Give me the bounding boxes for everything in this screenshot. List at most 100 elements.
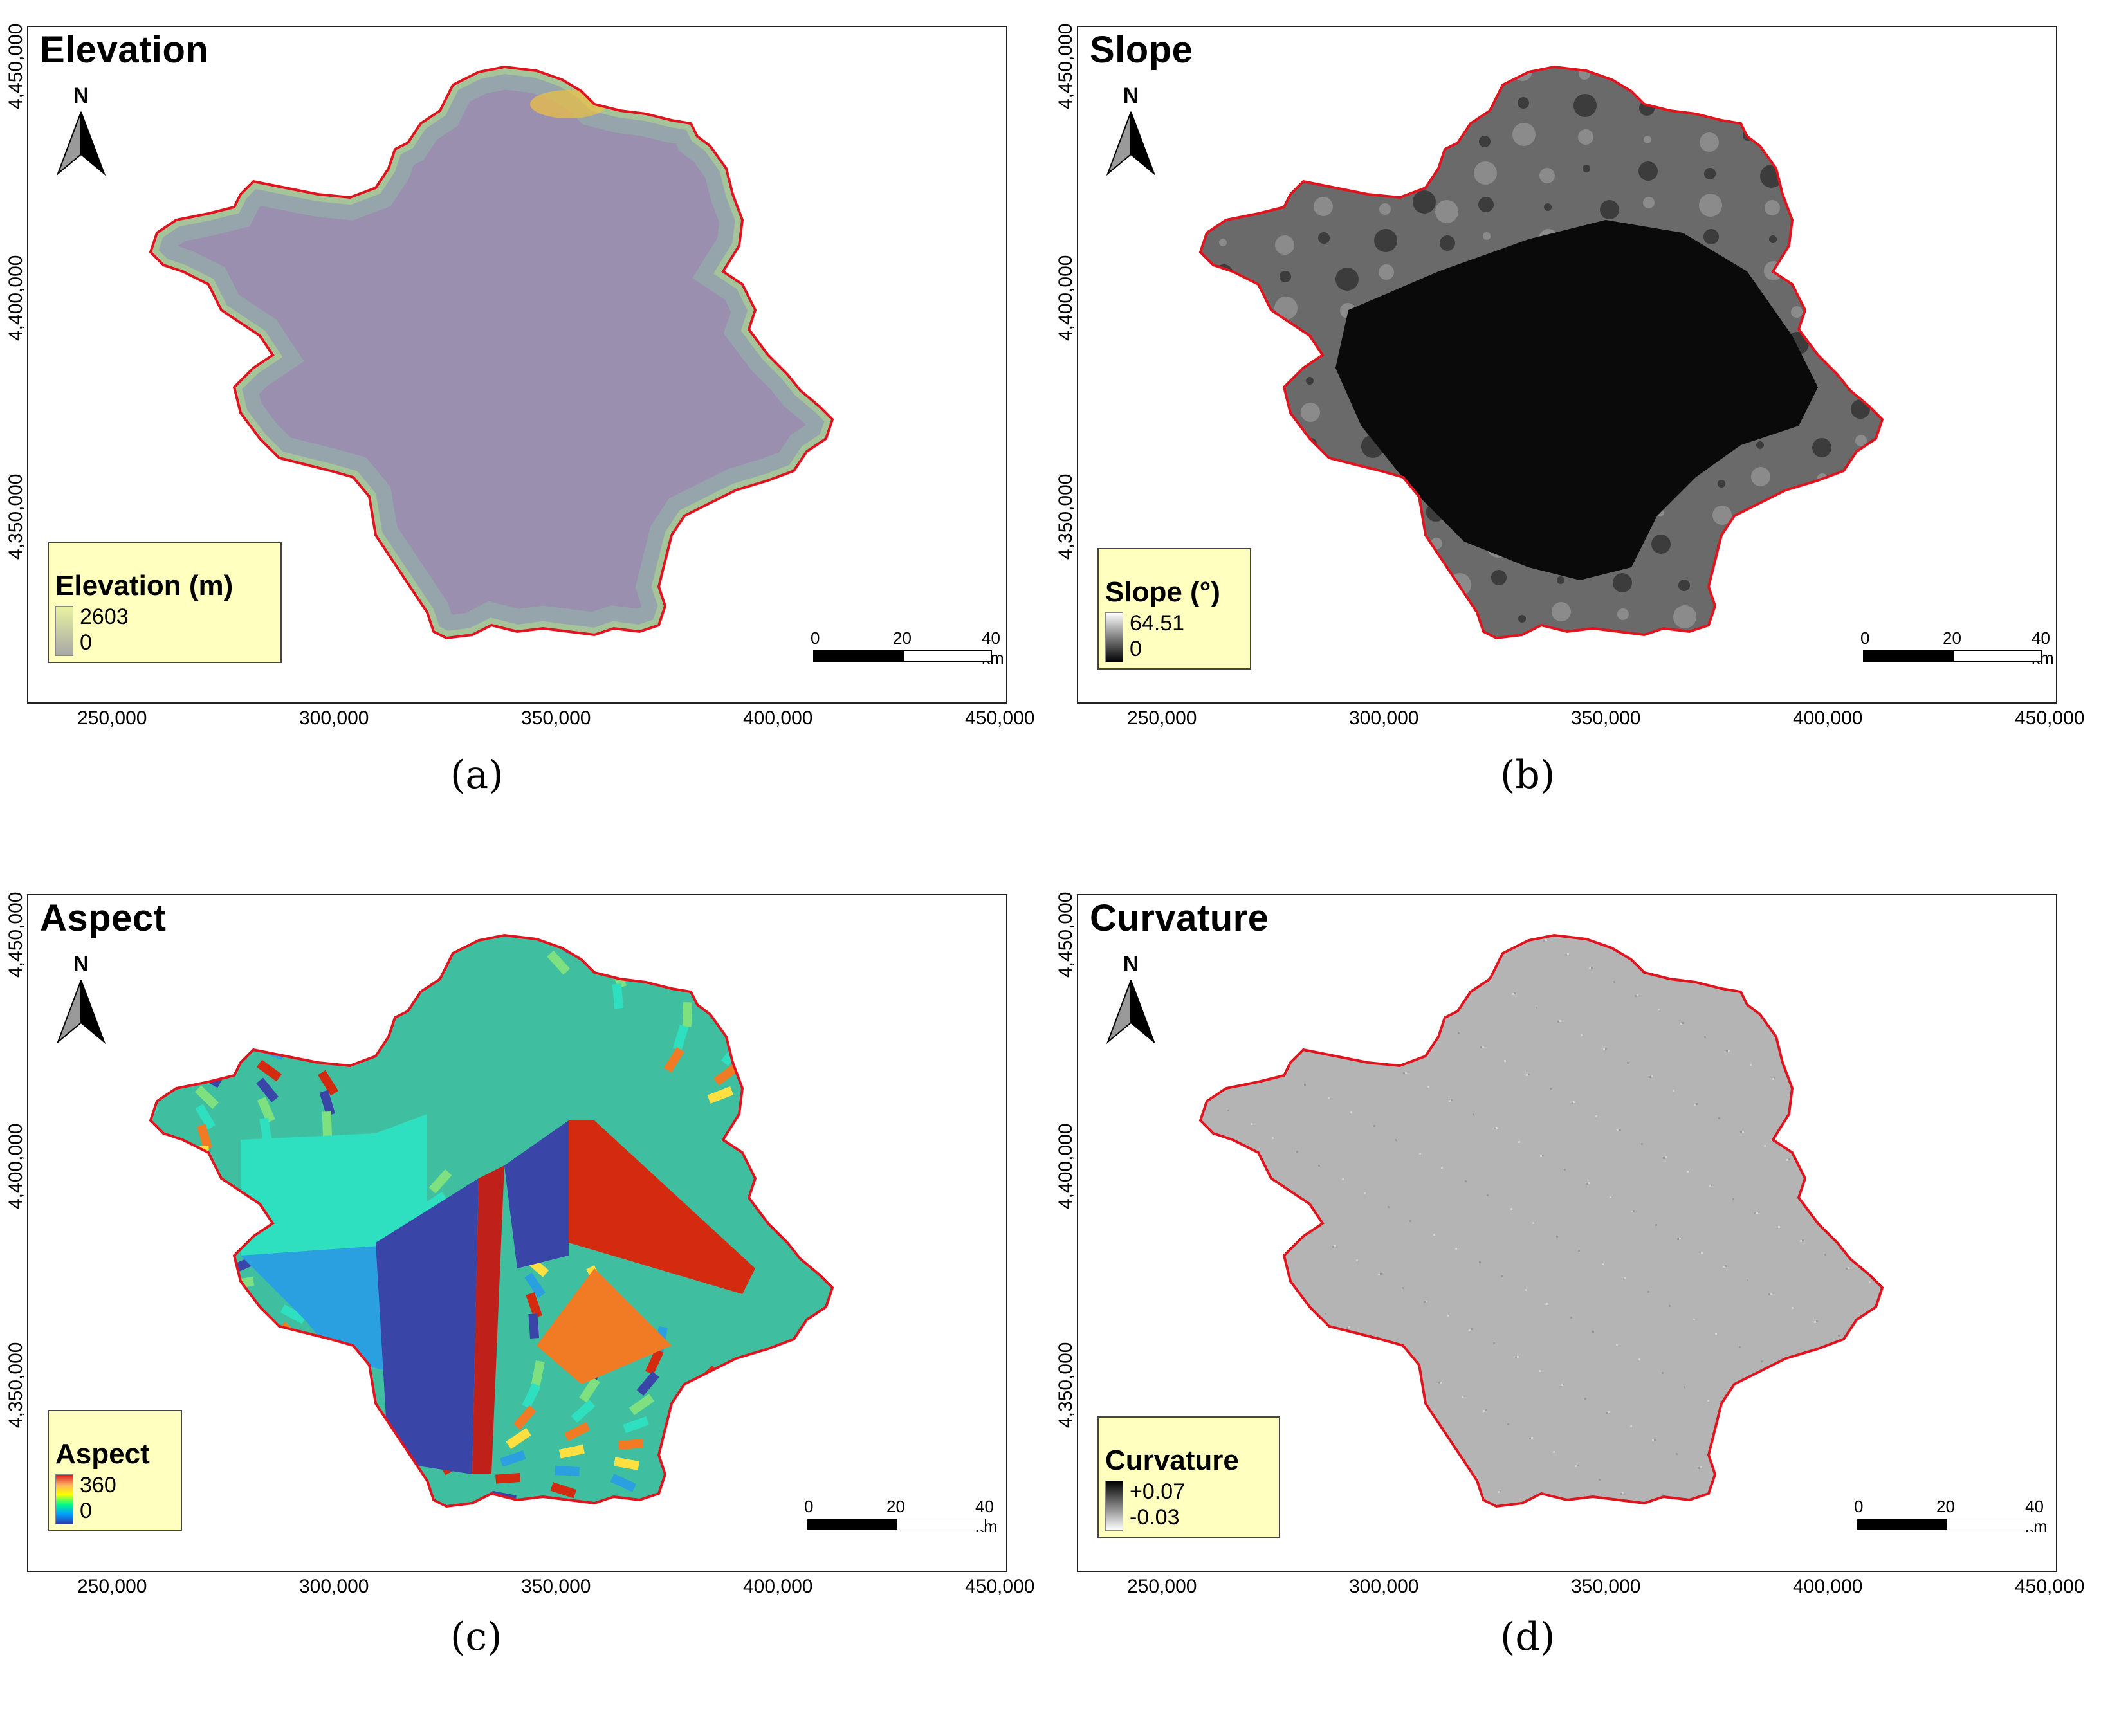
scale-label-mid: 20 (893, 628, 912, 648)
scale-bar: 0 20 40 km (1854, 1497, 2048, 1536)
panel-title: Slope (1090, 29, 1193, 71)
legend-max-value: 64.51 (1130, 611, 1185, 635)
scale-bar: 0 20 40 km (811, 628, 1004, 668)
y-tick-label: 4,450,000 (1055, 891, 1076, 978)
scale-label-mid: 20 (886, 1497, 905, 1516)
north-arrow: N (55, 84, 107, 180)
y-tick-label: 4,350,000 (1055, 1342, 1076, 1428)
scale-bar: 0 20 40 km (1860, 628, 2054, 668)
map-frame: Slope N Slope (°) 64.51 0 0 20 40 km (1077, 26, 2057, 704)
scale-bar-white (903, 650, 992, 662)
x-tick-label: 450,000 (2015, 708, 2085, 729)
panel-caption: (c) (450, 1614, 502, 1659)
map-frame: Curvature N Curvature +0.07 -0.03 0 20 40 km (1077, 894, 2057, 1572)
legend-max-value: +0.07 (1130, 1479, 1186, 1504)
x-tick-label: 450,000 (965, 1576, 1035, 1597)
scale-label-end: 40 km (2032, 628, 2054, 668)
region-boundary (1198, 65, 1884, 640)
x-tick-label: 300,000 (299, 708, 369, 729)
scale-label-zero: 0 (811, 628, 820, 648)
scale-label-zero: 0 (804, 1497, 814, 1516)
region-boundary (149, 65, 834, 640)
scale-label-end: 40 km (975, 1497, 998, 1536)
map-panel-2: Slope N Slope (°) 64.51 0 0 20 40 km 4,450,000 4,… (1050, 0, 2101, 868)
north-label: N (1123, 84, 1139, 108)
legend-title: Slope (°) (1105, 576, 1220, 608)
x-tick-label: 400,000 (1793, 708, 1863, 729)
y-tick-label: 4,350,000 (5, 473, 26, 560)
map-panel-3: Aspect N Aspect 360 0 0 20 40 km 4,450,000 4,400,… (0, 868, 1051, 1736)
legend-color-ramp (1105, 1481, 1123, 1531)
x-tick-label: 250,000 (77, 708, 147, 729)
north-arrow: N (55, 952, 107, 1048)
study-region-map (1198, 65, 1884, 640)
scale-label-end: 40 km (2025, 1497, 2048, 1536)
north-label: N (73, 84, 89, 108)
panel-caption: (d) (1500, 1614, 1555, 1659)
north-label: N (73, 952, 89, 976)
x-tick-label: 350,000 (1571, 708, 1641, 729)
region-boundary (1198, 933, 1884, 1508)
scale-bar-black (1857, 1519, 1948, 1530)
x-tick-label: 300,000 (299, 1576, 369, 1597)
legend: Slope (°) 64.51 0 (1097, 548, 1251, 670)
scale-bar-black (813, 650, 904, 662)
study-region-map (149, 933, 834, 1508)
y-tick-label: 4,400,000 (5, 1123, 26, 1209)
scale-label-zero: 0 (1854, 1497, 1864, 1516)
legend-title: Elevation (m) (55, 570, 234, 601)
legend: Aspect 360 0 (48, 1410, 182, 1531)
scale-bar-white (1947, 1519, 2035, 1530)
y-tick-label: 4,450,000 (1055, 23, 1076, 109)
scale-bar-black (1863, 650, 1954, 662)
legend-min-value: 0 (80, 1499, 92, 1523)
north-arrow: N (1105, 952, 1157, 1048)
north-arrow-icon (1106, 980, 1156, 1045)
y-tick-label: 4,450,000 (5, 891, 26, 978)
north-arrow-icon (56, 111, 106, 176)
study-region-map (1198, 933, 1884, 1508)
panel-caption: (b) (1500, 753, 1555, 798)
panel-caption: (a) (450, 753, 504, 798)
scale-label-mid: 20 (1936, 1497, 1955, 1516)
legend: Curvature +0.07 -0.03 (1097, 1416, 1280, 1538)
panel-title: Aspect (40, 897, 167, 939)
legend-min-value: 0 (1130, 637, 1142, 661)
legend-color-ramp (55, 606, 73, 656)
legend-color-ramp (1105, 612, 1123, 662)
region-boundary (149, 933, 834, 1508)
y-tick-label: 4,350,000 (5, 1342, 26, 1428)
scale-bar-white (1953, 650, 2042, 662)
y-tick-label: 4,400,000 (1055, 1123, 1076, 1209)
legend-max-value: 360 (80, 1473, 116, 1497)
y-tick-label: 4,400,000 (5, 255, 26, 341)
map-panel-4: Curvature N Curvature +0.07 -0.03 0 20 40 km 4,4… (1050, 868, 2101, 1736)
x-tick-label: 350,000 (521, 708, 591, 729)
x-tick-label: 250,000 (1127, 708, 1197, 729)
legend-color-ramp (55, 1474, 73, 1524)
legend-max-value: 2603 (80, 605, 129, 629)
legend: Elevation (m) 2603 0 (48, 542, 282, 663)
scale-bar-white (897, 1519, 986, 1530)
x-tick-label: 400,000 (743, 1576, 813, 1597)
x-tick-label: 350,000 (521, 1576, 591, 1597)
scale-label-zero: 0 (1860, 628, 1870, 648)
y-tick-label: 4,350,000 (1055, 473, 1076, 560)
north-arrow-icon (56, 980, 106, 1045)
scale-bar-black (807, 1519, 898, 1530)
x-tick-label: 300,000 (1349, 708, 1419, 729)
x-tick-label: 250,000 (1127, 1576, 1197, 1597)
y-tick-label: 4,450,000 (5, 23, 26, 109)
north-label: N (1123, 952, 1139, 976)
north-arrow-icon (1106, 111, 1156, 176)
x-tick-label: 300,000 (1349, 1576, 1419, 1597)
legend-min-value: 0 (80, 630, 92, 655)
x-tick-label: 350,000 (1571, 1576, 1641, 1597)
x-tick-label: 400,000 (1793, 1576, 1863, 1597)
x-tick-label: 450,000 (2015, 1576, 2085, 1597)
panel-title: Elevation (40, 29, 209, 71)
scale-label-end: 40 km (982, 628, 1004, 668)
x-tick-label: 400,000 (743, 708, 813, 729)
legend-title: Curvature (1105, 1445, 1239, 1476)
map-panel-1: Elevation N Elevation (m) 2603 0 0 20 40 km 4,45… (0, 0, 1051, 868)
